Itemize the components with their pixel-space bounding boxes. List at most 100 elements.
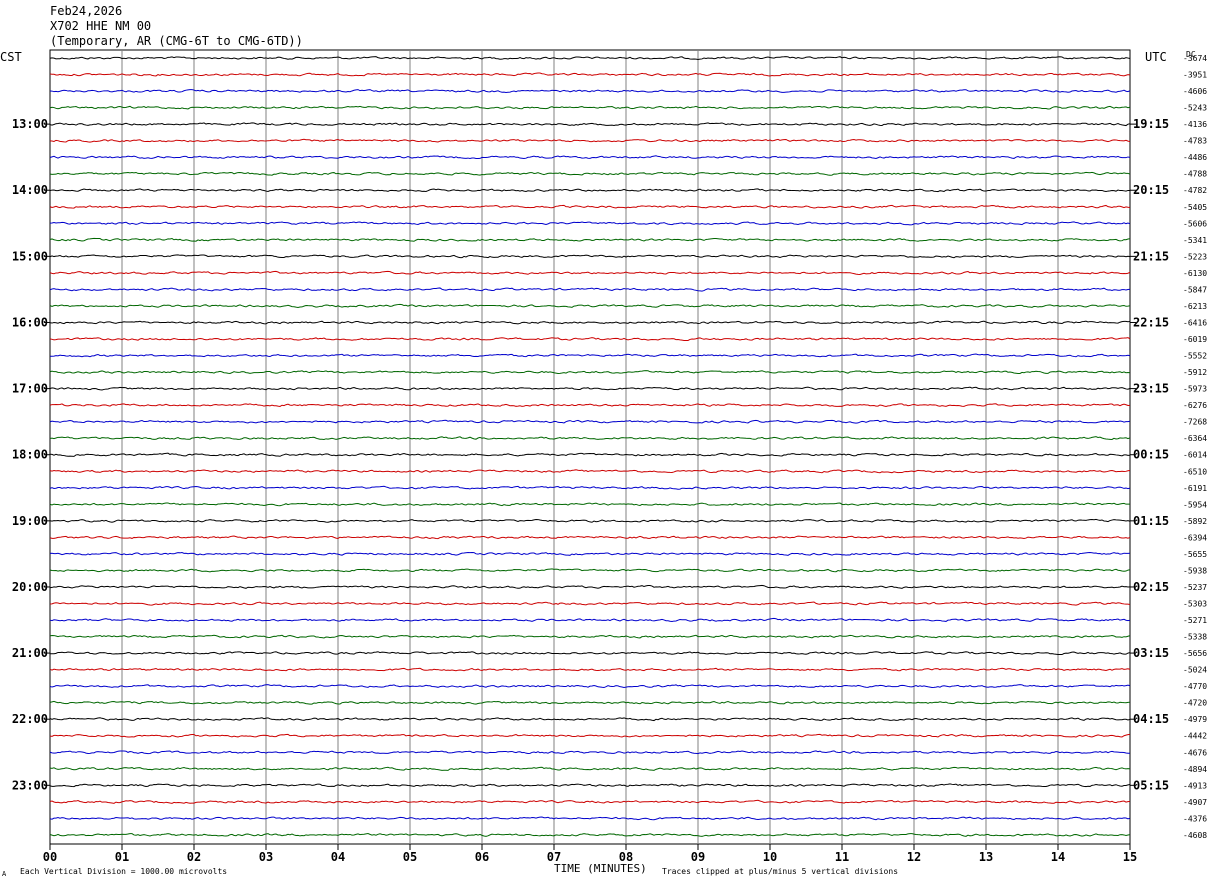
dc-offset-label: -4606 [1183,87,1207,96]
trace-line [49,783,1131,788]
dc-offset-label: -5973 [1183,385,1207,394]
trace-line [50,353,1131,358]
dc-offset-label: -4913 [1183,781,1207,790]
dc-offset-label: -5024 [1183,666,1207,675]
header-date: Feb24,2026 [50,4,123,18]
trace-line [49,502,1131,507]
dc-offset-header: DC [1186,50,1196,59]
x-tick-label: 04 [331,850,345,864]
trace-line [49,651,1131,656]
right-hour-label: 02:15 [1133,580,1169,594]
dc-offset-label: -4783 [1183,137,1207,146]
trace-line [49,171,1131,176]
right-hour-label: 20:15 [1133,183,1169,197]
trace-line [49,105,1131,110]
left-hour-label: 16:00 [12,315,48,329]
trace-line [49,254,1131,259]
dc-offset-label: -4608 [1183,831,1207,840]
right-hour-label: 04:15 [1133,712,1169,726]
header-station: X702 HHE NM 00 [50,19,152,33]
x-tick-label: 00 [43,850,57,864]
right-hour-label: 00:15 [1133,448,1169,462]
right-hour-label: 19:15 [1133,117,1169,131]
x-tick-label: 09 [691,850,705,864]
trace-line [49,469,1131,474]
dc-offset-label: -6394 [1183,533,1207,542]
dc-offset-label: -4376 [1183,814,1207,823]
left-hour-label: 14:00 [12,183,48,197]
right-timezone-label: UTC [1145,50,1167,64]
trace-line [49,452,1131,457]
dc-offset-label: -5954 [1183,500,1207,509]
trace-line [49,237,1131,242]
left-hour-label: 22:00 [12,712,48,726]
dc-offset-label: -6276 [1183,401,1207,410]
x-tick-label: 05 [403,850,417,864]
dc-offset-label: -4894 [1183,765,1207,774]
dc-offset-label: -5405 [1183,203,1207,212]
dc-offset-label: -4782 [1183,186,1207,195]
trace-line [49,419,1131,424]
x-tick-label: 06 [475,850,489,864]
dc-offset-label: -6213 [1183,302,1207,311]
dc-offset-label: -4676 [1183,748,1207,757]
plot-frame [49,49,1131,845]
dc-offset-label: -5271 [1183,616,1207,625]
trace-line [49,386,1131,391]
dc-offset-label: -6510 [1183,467,1207,476]
x-tick-label: 15 [1123,850,1137,864]
dc-offset-label: -5303 [1183,599,1207,608]
dc-offset-label: -3951 [1183,71,1207,80]
trace-line [49,72,1131,77]
header-network: (Temporary, AR (CMG-6T to CMG-6TD)) [50,34,303,48]
trace-line [49,684,1131,689]
trace-line [49,733,1131,738]
dc-offset-label: -4136 [1183,120,1207,129]
x-tick-label: 11 [835,850,849,864]
dc-offset-label: -4979 [1183,715,1207,724]
x-axis-title: TIME (MINUTES) [554,862,647,875]
left-hour-label: 20:00 [12,580,48,594]
dc-offset-label: -5892 [1183,517,1207,526]
trace-line [49,799,1131,804]
x-tick-label: 01 [115,850,129,864]
dc-offset-label: -7268 [1183,418,1207,427]
left-hour-label: 21:00 [12,646,48,660]
left-timezone-label: CST [0,50,22,64]
trace-line [49,518,1131,523]
dc-offset-label: -6130 [1183,269,1207,278]
x-tick-label: 12 [907,850,921,864]
right-hour-label: 05:15 [1133,778,1169,792]
x-tick-label: 03 [259,850,273,864]
trace-line [49,601,1131,606]
trace-line [49,204,1131,209]
trace-line [49,750,1131,755]
trace-line [49,270,1131,275]
x-tick-label: 08 [619,850,633,864]
left-hour-label: 23:00 [12,778,48,792]
dc-offset-label: -5552 [1183,352,1207,361]
dc-offset-label: -5237 [1183,583,1207,592]
scale-note: Each Vertical Division = 1000.00 microvo… [20,867,228,876]
right-hour-label: 21:15 [1133,249,1169,263]
trace-line [49,700,1131,705]
trace-line [49,370,1131,375]
dc-offset-label: -5938 [1183,566,1207,575]
x-tick-label: 10 [763,850,777,864]
right-hour-label: 01:15 [1133,514,1169,528]
dc-offset-label: -4720 [1183,699,1207,708]
dc-offset-label: -4770 [1183,682,1207,691]
dc-offset-label: -5338 [1183,633,1207,642]
left-hour-label: 17:00 [12,382,48,396]
dc-offset-label: -5912 [1183,368,1207,377]
trace-line [49,717,1131,722]
dc-offset-label: -5606 [1183,219,1207,228]
dc-offset-label: -5847 [1183,285,1207,294]
right-hour-label: 22:15 [1133,315,1169,329]
dc-offset-label: -4907 [1183,798,1207,807]
trace-line [49,667,1131,672]
trace-line [49,833,1131,837]
dc-offset-label: -4788 [1183,170,1207,179]
trace-line [49,155,1131,160]
